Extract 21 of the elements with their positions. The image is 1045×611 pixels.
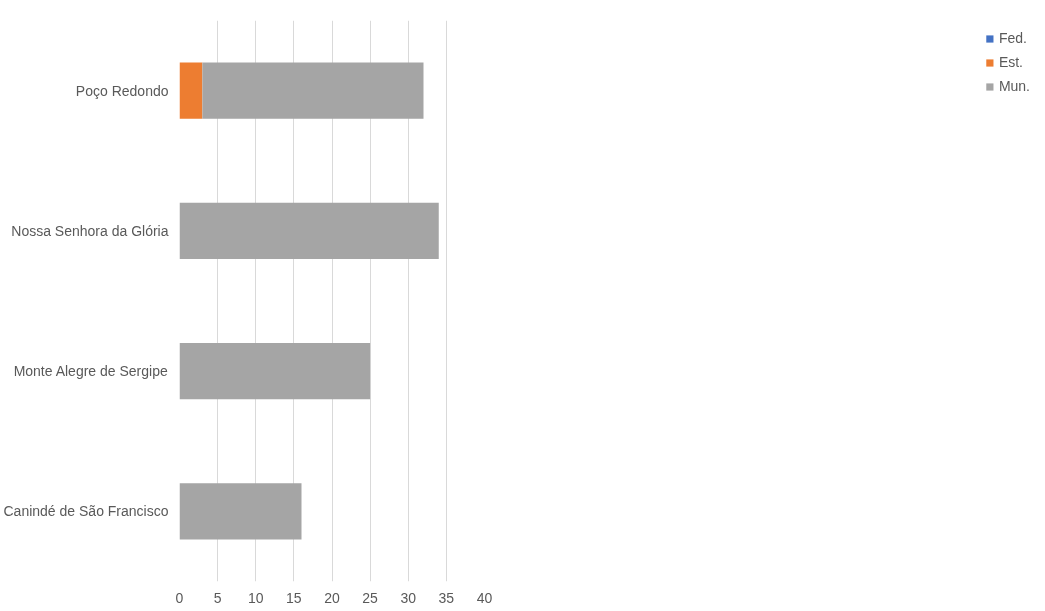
y-tick-label: Poço Redondo (75, 82, 169, 99)
bar (179, 202, 439, 259)
x-tick-label: 10 (247, 589, 264, 606)
x-tick-label: 25 (362, 589, 379, 606)
y-tick-label: Monte Alegre de Sergipe (13, 363, 168, 380)
legend-label: Est. (998, 54, 1023, 70)
x-tick-label: 35 (438, 589, 455, 606)
legend-label: Fed. (998, 30, 1027, 46)
bar (179, 343, 371, 400)
x-tick-label: 5 (213, 589, 222, 606)
bar (179, 62, 203, 119)
y-tick-label: Canindé de São Francisco (3, 503, 169, 520)
x-tick-label: 0 (175, 589, 184, 606)
x-tick-label: 15 (286, 589, 302, 606)
legend-label: Mun. (998, 78, 1030, 94)
x-tick-label: 30 (400, 589, 417, 606)
bar (179, 483, 302, 540)
bar (202, 62, 424, 119)
x-tick-label: 20 (324, 589, 340, 606)
y-tick-label: Nossa Senhora da Glória (11, 222, 169, 239)
x-tick-label: 40 (476, 589, 493, 606)
